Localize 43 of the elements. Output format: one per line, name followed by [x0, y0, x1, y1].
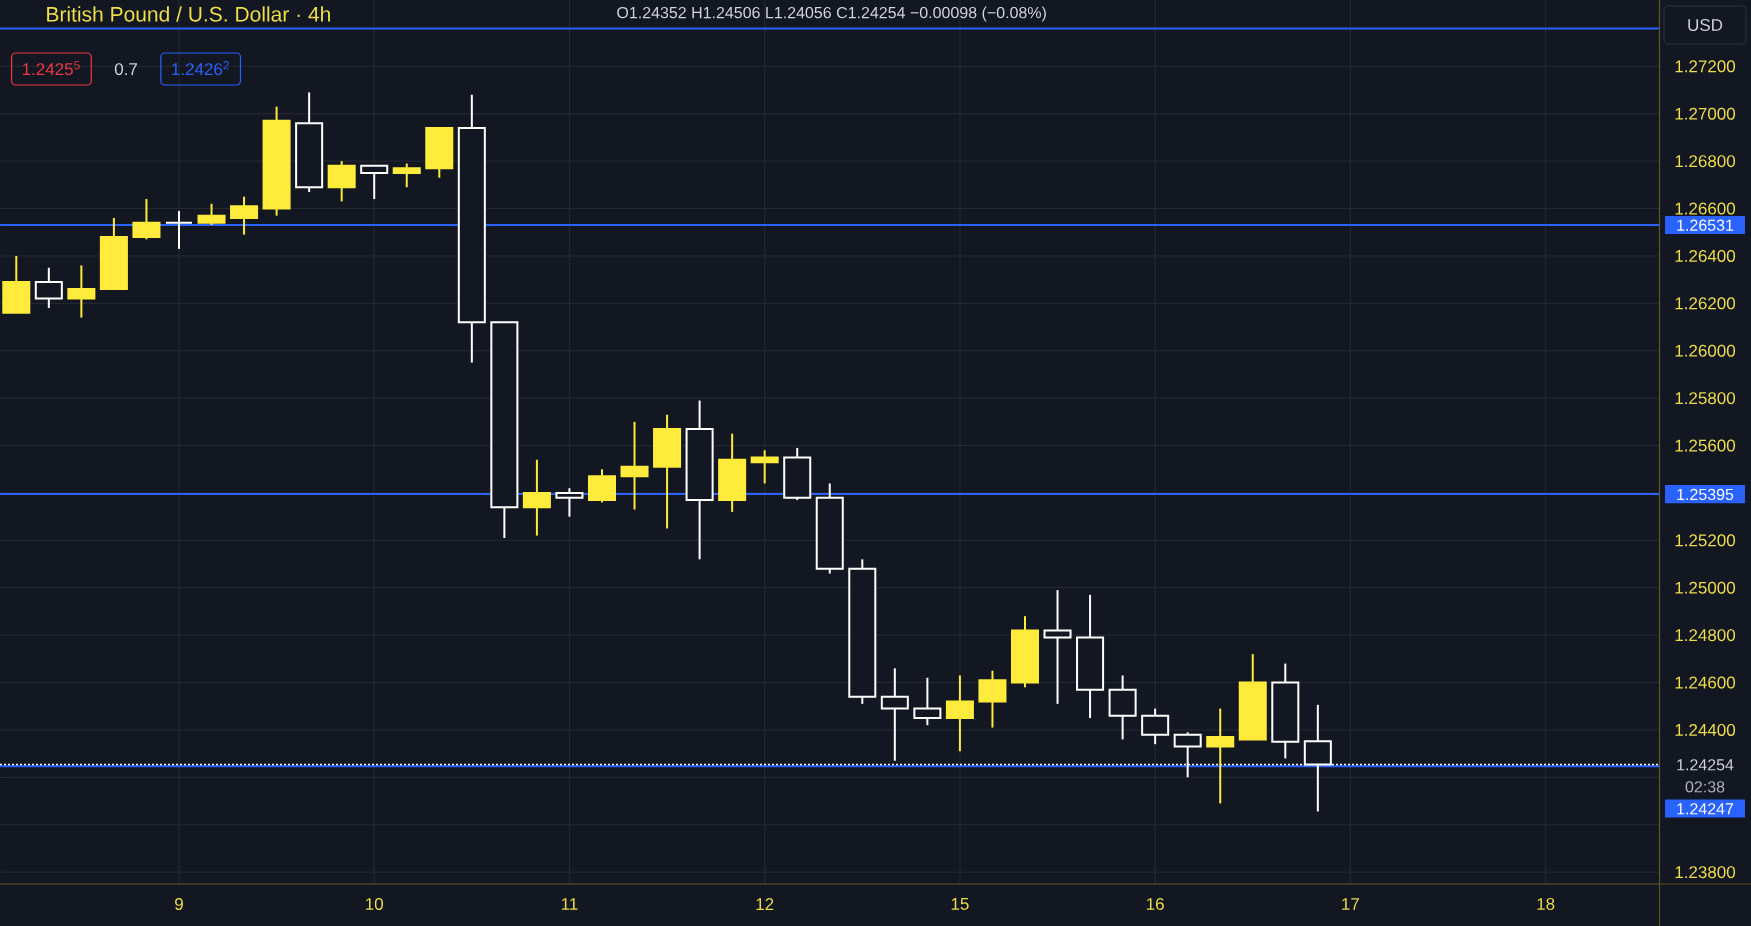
- y-tick-label: 1.25600: [1675, 439, 1736, 452]
- x-tick-label: 12: [756, 898, 774, 910]
- x-tick-label: 10: [366, 897, 383, 910]
- candlestick: [392, 162, 421, 189]
- annotation: 0.7: [114, 63, 137, 76]
- candlestick: [750, 449, 779, 485]
- candlestick: [620, 420, 649, 511]
- y-axis-title: USD: [1688, 18, 1723, 31]
- x-tick-label: 17: [1342, 898, 1359, 910]
- y-tick-label: 1.27200: [1675, 60, 1736, 73]
- y-tick-label: 1.26800: [1675, 155, 1736, 168]
- x-tick-label: 11: [561, 898, 578, 910]
- candlestick: [880, 667, 909, 762]
- x-tick-label: 15: [951, 898, 969, 910]
- y-tick-label: 1.26400: [1675, 249, 1736, 262]
- annotation: 1.2425$^{5}$: [22, 61, 80, 76]
- y-tick-label: 1.25200: [1675, 534, 1736, 547]
- x-tick-label: 18: [1537, 897, 1555, 910]
- y-tick-label: 1.25800: [1675, 392, 1736, 405]
- y-tick-label: 1.26200: [1675, 297, 1736, 310]
- candlestick: [555, 487, 584, 518]
- ref-line-label: 1.24247: [1677, 803, 1734, 815]
- y-tick-label: 1.24600: [1675, 676, 1736, 689]
- y-tick-label: 1.26000: [1675, 344, 1736, 357]
- x-tick-label: 16: [1146, 897, 1164, 910]
- y-tick-label: 1.25000: [1675, 581, 1736, 594]
- candlestick: [1206, 707, 1235, 805]
- chart-title: British Pound / U.S. Dollar · 4h: [47, 6, 330, 22]
- x-tick-label: 9: [175, 897, 183, 910]
- ref-line-label: 1.24254: [1677, 759, 1734, 771]
- candlestick: [164, 209, 193, 250]
- candlestick: [913, 676, 942, 727]
- chart-subtitle: O1.24352 H1.24506 L1.24056 C1.24254 −0.00098 (−0.08%): [617, 6, 1046, 22]
- candlestick: [1043, 589, 1072, 705]
- ref-line-label: 1.25395: [1677, 488, 1734, 501]
- y-tick-label: 1.23800: [1675, 866, 1736, 879]
- y-tick-label: 1.24800: [1675, 629, 1736, 642]
- ref-line-label: 1.26531: [1677, 219, 1734, 231]
- y-tick-label: 1.24400: [1675, 723, 1736, 736]
- annotation: 1.2426$^{2}$: [172, 61, 229, 76]
- y-tick-label: 1.27000: [1675, 107, 1736, 120]
- text: 02:38: [1685, 781, 1725, 793]
- y-tick-label: 1.26600: [1675, 202, 1736, 215]
